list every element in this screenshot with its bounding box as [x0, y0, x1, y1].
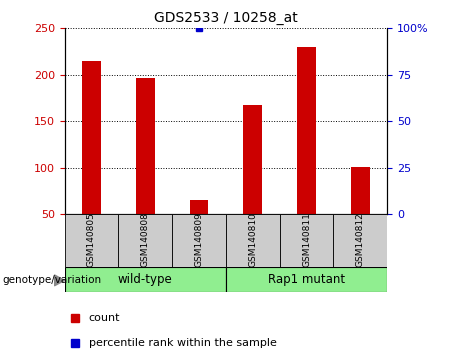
- Text: GSM140808: GSM140808: [141, 212, 150, 267]
- Polygon shape: [54, 275, 65, 286]
- Text: wild-type: wild-type: [118, 273, 172, 286]
- Text: GSM140805: GSM140805: [87, 212, 96, 267]
- Text: GSM140809: GSM140809: [195, 212, 203, 267]
- Bar: [351, 167, 370, 214]
- Bar: [297, 47, 316, 214]
- Text: GSM140812: GSM140812: [356, 212, 365, 267]
- Bar: [280, 214, 333, 267]
- Bar: [189, 200, 208, 214]
- Bar: [226, 267, 387, 292]
- Bar: [82, 61, 101, 214]
- Bar: [333, 214, 387, 267]
- Text: count: count: [89, 313, 120, 323]
- Text: GSM140811: GSM140811: [302, 212, 311, 267]
- Text: genotype/variation: genotype/variation: [2, 275, 101, 285]
- Bar: [65, 214, 118, 267]
- Bar: [226, 214, 280, 267]
- Title: GDS2533 / 10258_at: GDS2533 / 10258_at: [154, 11, 298, 24]
- Bar: [243, 104, 262, 214]
- Bar: [136, 79, 154, 214]
- Text: percentile rank within the sample: percentile rank within the sample: [89, 338, 277, 348]
- Text: Rap1 mutant: Rap1 mutant: [268, 273, 345, 286]
- Bar: [172, 214, 226, 267]
- Bar: [65, 267, 226, 292]
- Bar: [118, 214, 172, 267]
- Text: GSM140810: GSM140810: [248, 212, 257, 267]
